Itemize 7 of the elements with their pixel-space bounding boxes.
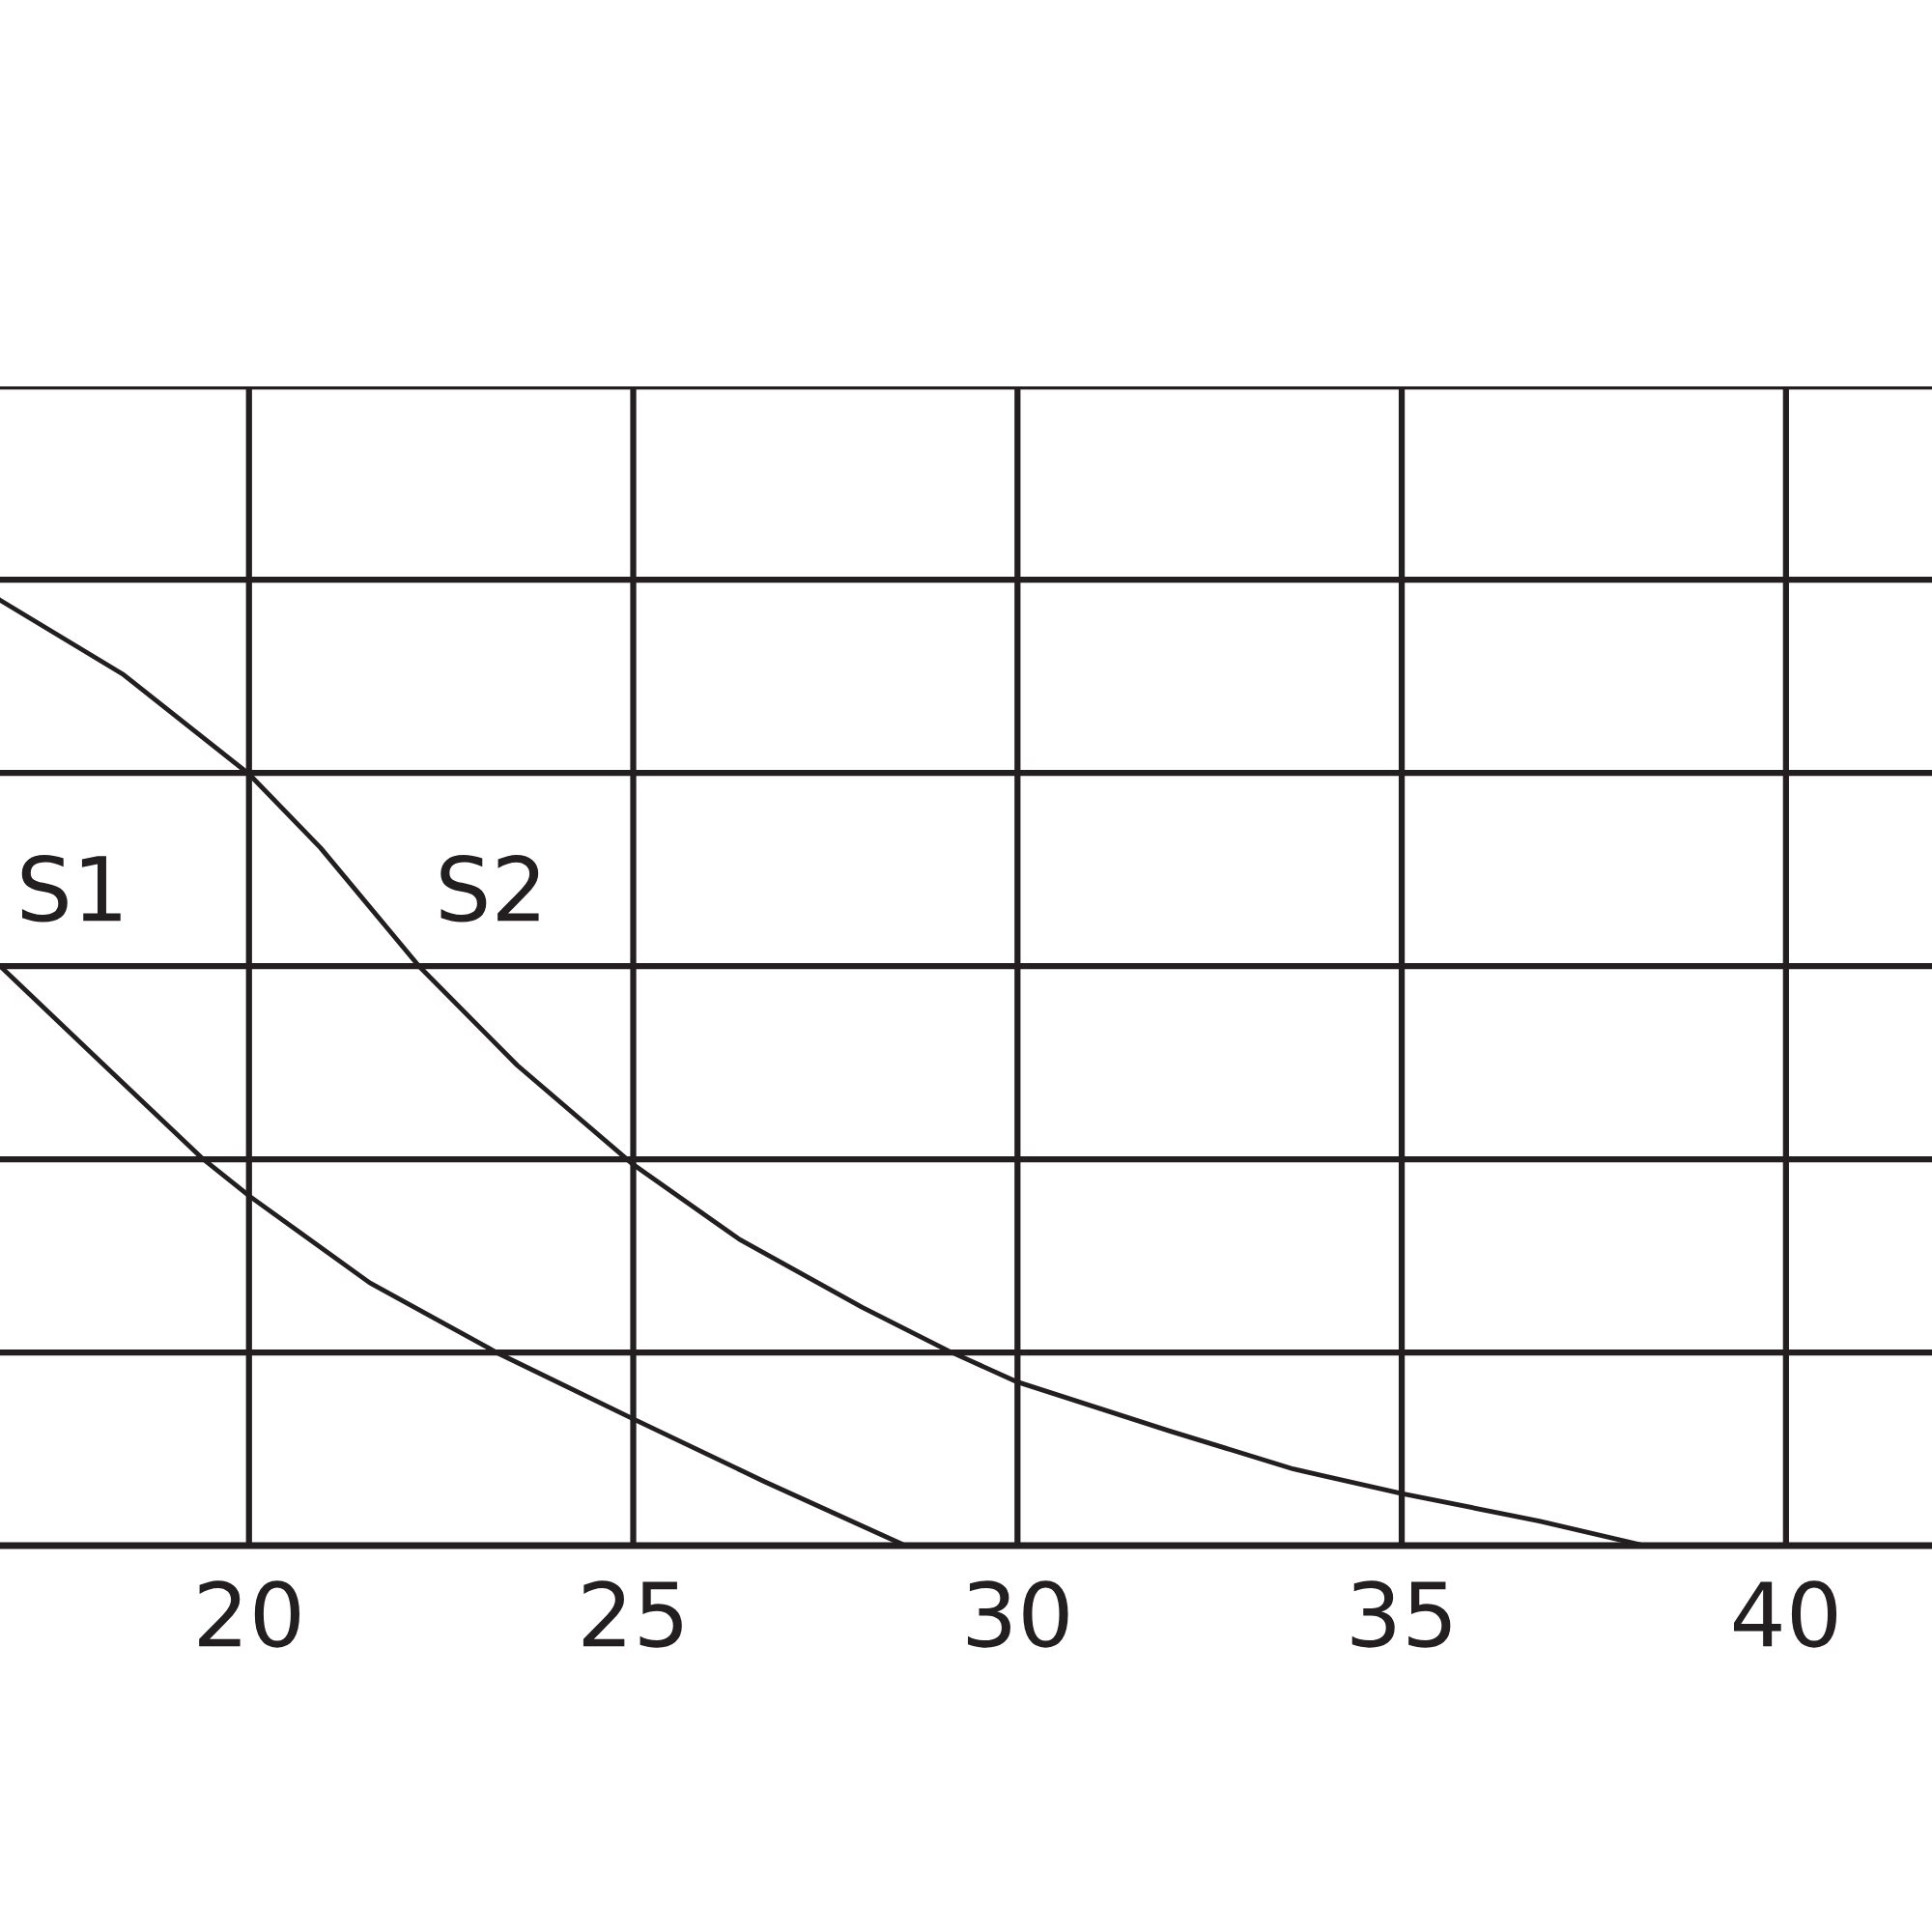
series-label: S2 xyxy=(440,855,539,923)
x-tick-label: 30 xyxy=(967,1580,1068,1648)
x-tick-label: 20 xyxy=(199,1580,299,1648)
series-label: S1 xyxy=(21,855,121,923)
x-tick-label: 25 xyxy=(582,1580,682,1648)
x-tick-label: 35 xyxy=(1351,1580,1451,1648)
x-tick-label: 40 xyxy=(1734,1580,1837,1648)
